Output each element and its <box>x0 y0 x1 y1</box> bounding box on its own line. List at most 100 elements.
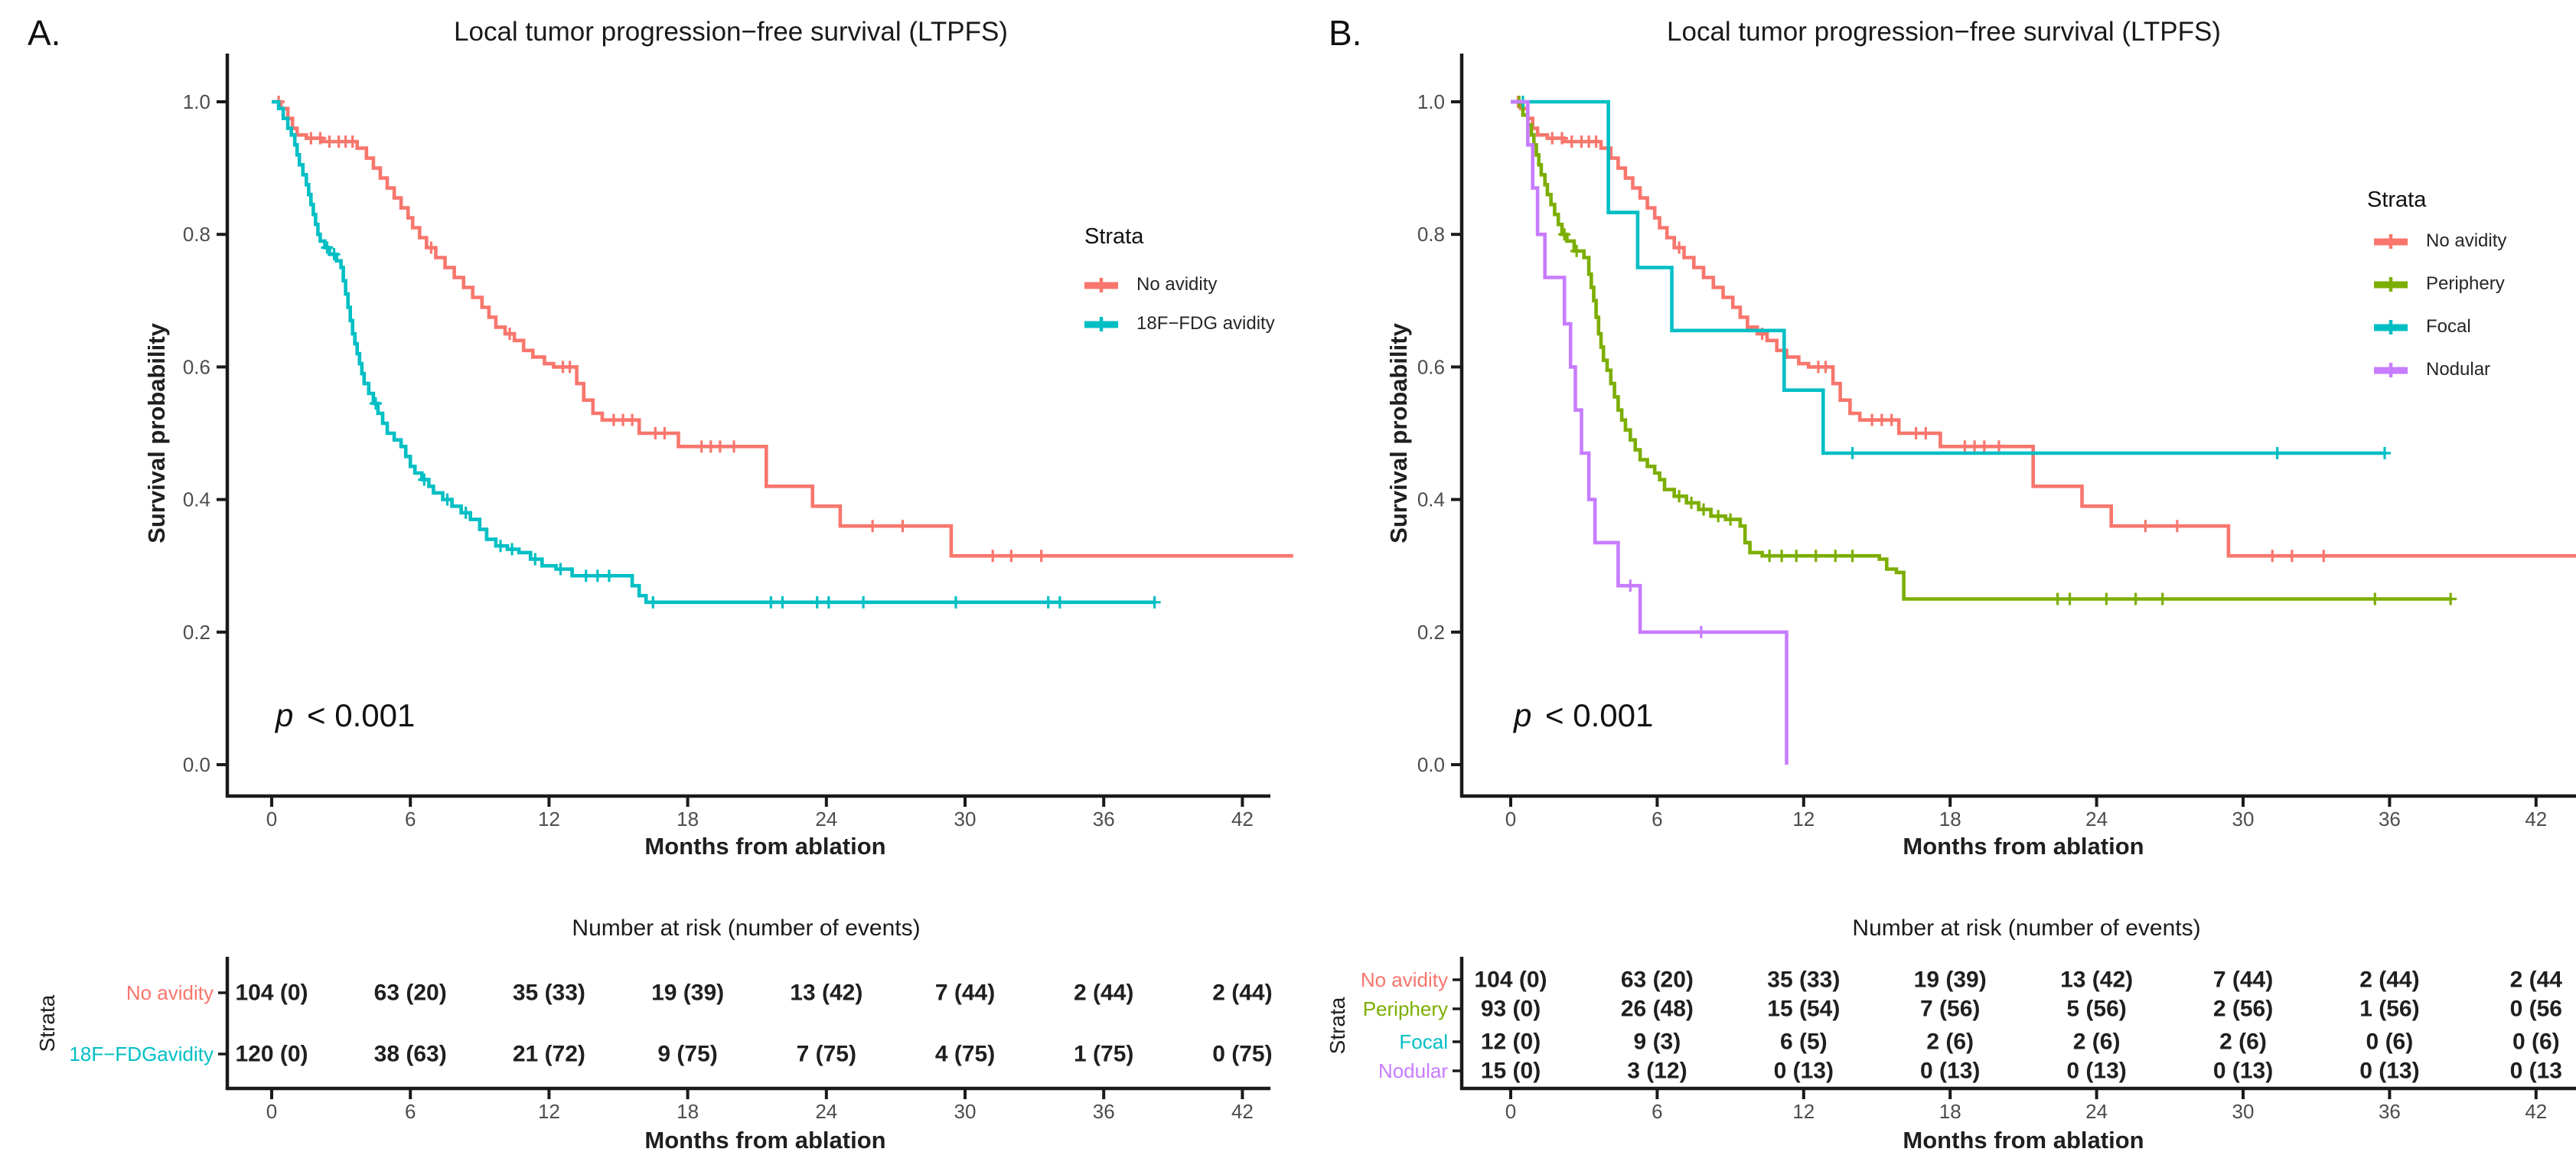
censor-mark <box>626 413 639 426</box>
risk-count: 2 (6) <box>2219 1030 2267 1055</box>
censor-mark <box>1919 427 1932 439</box>
risk-row-label: 18F−FDGavidity <box>69 1043 214 1065</box>
p-value-text: < 0.001 <box>1536 697 1654 733</box>
censor-mark <box>2317 550 2330 563</box>
risk-count: 19 (39) <box>651 981 724 1006</box>
risk-count: 0 (56 <box>2510 997 2562 1022</box>
risk-row-label: Periphery <box>1363 997 1448 1020</box>
chart-title: Local tumor progression−free survival (L… <box>1667 17 2221 47</box>
censor-mark <box>1819 361 1832 374</box>
risk-count: 0 (13) <box>2066 1059 2126 1084</box>
censor-mark <box>1978 440 1991 453</box>
risk-count: 0 (13 <box>2510 1059 2562 1084</box>
risk-x-tick-label: 24 <box>815 1100 837 1123</box>
y-tick-label: 0.2 <box>1417 621 1445 644</box>
risk-count: 0 (13) <box>1920 1059 1980 1084</box>
risk-row-label: No avidity <box>1361 968 1448 991</box>
risk-x-tick-label: 36 <box>1093 1100 1115 1123</box>
km-curve <box>1511 100 2385 455</box>
risk-count: 2 (56) <box>2213 997 2273 1022</box>
risk-count: 2 (44 <box>2510 968 2563 993</box>
censor-mark <box>949 596 962 609</box>
censor-mark <box>822 596 835 609</box>
censor-mark <box>1993 440 2005 453</box>
risk-count: 15 (0) <box>1481 1059 1541 1084</box>
x-tick-label: 30 <box>2232 808 2255 831</box>
risk-count: 21 (72) <box>513 1042 585 1067</box>
censor-mark <box>1148 596 1161 609</box>
risk-count: 0 (13) <box>2213 1059 2273 1084</box>
risk-count: 26 (48) <box>1621 997 1694 1022</box>
risk-row-label: Focal <box>1399 1030 1448 1053</box>
censor-mark <box>1775 550 1789 563</box>
censor-mark <box>554 563 567 576</box>
censor-mark <box>2271 446 2284 459</box>
censor-mark <box>2063 592 2076 605</box>
censor-mark <box>658 427 671 439</box>
y-tick-label: 0.0 <box>183 753 210 776</box>
censor-mark <box>2444 592 2457 605</box>
x-tick-label: 36 <box>2379 808 2401 831</box>
p-value-symbol: p <box>1514 697 1532 733</box>
risk-count: 7 (56) <box>1920 997 1980 1022</box>
x-tick-label: 42 <box>1231 808 1254 831</box>
legend-entry: Periphery <box>2372 273 2505 295</box>
y-tick-label: 0.0 <box>1417 753 1445 776</box>
risk-x-tick-label: 6 <box>405 1100 416 1123</box>
censor-mark <box>2266 550 2279 563</box>
km-line-swatch-icon <box>1084 317 1118 331</box>
x-tick-label: 24 <box>2085 808 2108 831</box>
censor-mark <box>728 440 740 453</box>
censor-mark <box>369 397 382 410</box>
risk-x-tick-label: 36 <box>2379 1100 2401 1123</box>
km-curve <box>1511 100 2451 601</box>
censor-mark <box>810 596 823 609</box>
risk-x-tick-label: 18 <box>677 1100 699 1123</box>
p-value-text: < 0.001 <box>298 697 416 733</box>
censor-mark <box>425 241 438 254</box>
risk-count: 7 (44) <box>935 981 995 1006</box>
x-tick-label: 36 <box>1093 808 1115 831</box>
censor-mark <box>2100 592 2113 605</box>
censor-mark <box>529 553 542 566</box>
risk-count: 1 (75) <box>1074 1042 1133 1067</box>
risk-count: 1 (56) <box>2359 997 2419 1022</box>
censor-mark <box>1885 413 1898 426</box>
risk-table-title: Number at risk (number of events) <box>572 915 921 941</box>
censor-mark <box>2285 550 2298 563</box>
censor-mark <box>1570 244 1583 257</box>
legend-label: Nodular <box>2426 359 2491 380</box>
legend-label: No avidity <box>2426 230 2507 251</box>
censor-mark <box>1590 135 1603 148</box>
x-tick-label: 12 <box>538 808 560 831</box>
risk-count: 13 (42) <box>790 981 862 1006</box>
censor-mark <box>765 596 778 609</box>
censor-mark <box>2051 592 2064 605</box>
risk-count: 38 (63) <box>374 1042 447 1067</box>
censor-mark <box>494 540 507 553</box>
legend-entry: Nodular <box>2372 359 2490 380</box>
panel-b: B. Local tumor progression−free survival… <box>1288 0 2576 1165</box>
censor-mark <box>579 569 592 582</box>
km-line-swatch-icon <box>2374 320 2408 334</box>
km-line-swatch-icon <box>2374 277 2408 292</box>
censor-mark <box>1053 596 1066 609</box>
risk-x-tick-label: 24 <box>2085 1100 2108 1123</box>
x-tick-label: 12 <box>1792 808 1815 831</box>
risk-count: 120 (0) <box>235 1042 308 1067</box>
censor-mark <box>2170 520 2183 533</box>
censor-mark <box>1035 550 1048 563</box>
censor-mark <box>1685 496 1698 509</box>
x-tick-label: 6 <box>1652 808 1662 831</box>
risk-count: 12 (0) <box>1481 1030 1541 1055</box>
censor-mark <box>1555 132 1568 145</box>
risk-x-tick-label: 0 <box>1505 1100 1516 1123</box>
p-value: p < 0.001 <box>1514 697 1653 734</box>
legend-label: Periphery <box>2426 273 2505 294</box>
risk-count: 2 (44) <box>2359 968 2419 993</box>
risk-count: 4 (75) <box>935 1042 995 1067</box>
censor-mark <box>346 135 359 148</box>
censor-mark <box>506 543 519 556</box>
x-axis-title: Months from ablation <box>1903 833 2144 860</box>
